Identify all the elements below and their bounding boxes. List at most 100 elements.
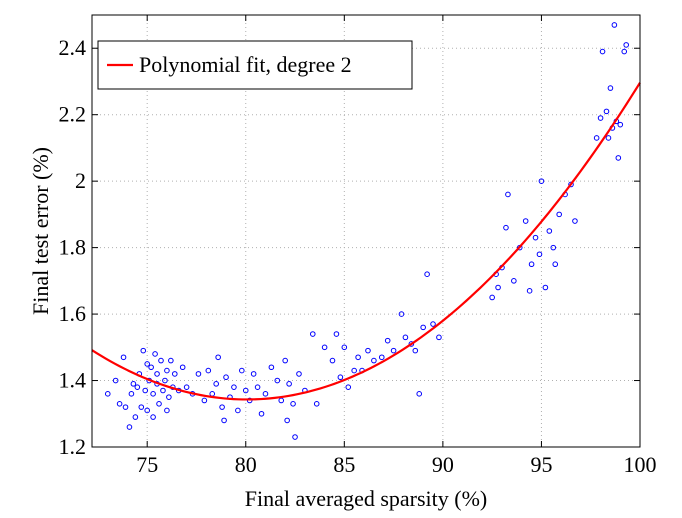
data-point [179, 364, 186, 371]
data-point [371, 357, 377, 364]
data-point [365, 347, 371, 354]
axis-layer: 75 80 85 90 95 100 1.2 1.4 1.6 1.8 2 2.2 2.4 [59, 14, 657, 477]
data-point [284, 417, 290, 424]
data-point [144, 407, 150, 414]
data-point [522, 218, 529, 224]
data-point [341, 344, 348, 351]
axes-frame [91, 14, 641, 448]
data-point [607, 85, 614, 91]
data-point [142, 387, 149, 394]
data-point [254, 384, 261, 390]
data-point [623, 42, 630, 48]
data-point [412, 347, 419, 354]
data-point [154, 371, 160, 377]
data-point [542, 284, 549, 291]
data-point [402, 334, 409, 341]
data-point [132, 414, 139, 420]
data-point [329, 357, 336, 364]
data-point [162, 377, 168, 384]
data-point [205, 367, 212, 374]
y-tick-label: 1.6 [59, 301, 87, 326]
data-point [333, 331, 340, 337]
data-point [282, 357, 288, 364]
data-point [138, 404, 145, 410]
data-point [164, 367, 170, 374]
data-point [552, 261, 559, 268]
data-point [274, 377, 281, 384]
data-point [195, 371, 202, 377]
data-point [430, 321, 436, 327]
data-point [572, 218, 578, 224]
data-point [183, 384, 190, 390]
fit-curve [91, 82, 641, 401]
data-point [621, 48, 628, 55]
data-point [538, 178, 545, 184]
data-point [505, 191, 511, 198]
data-point [611, 22, 618, 28]
fit-layer [91, 82, 641, 401]
data-point [262, 391, 269, 397]
data-point [104, 391, 111, 397]
data-point [503, 224, 509, 231]
data-point [290, 401, 296, 407]
data-point [424, 271, 430, 278]
data-point [278, 397, 285, 404]
data-point [416, 391, 423, 397]
data-point [309, 331, 316, 337]
data-point [156, 401, 162, 407]
data-point [239, 367, 245, 374]
data-point [219, 404, 225, 410]
data-point [158, 357, 164, 364]
y-tick-label: 2.2 [59, 102, 87, 127]
data-point [593, 135, 600, 141]
data-point [152, 351, 158, 357]
y-tick-label: 1.2 [59, 434, 87, 459]
data-point [258, 410, 265, 417]
data-point [550, 244, 557, 251]
data-point [242, 387, 249, 394]
data-point [355, 354, 361, 361]
y-tick-label: 2 [75, 168, 86, 193]
data-point [221, 417, 227, 424]
data-point [313, 401, 320, 407]
data-point [140, 347, 147, 354]
data-point [556, 211, 562, 218]
data-point [128, 391, 135, 397]
data-point [201, 397, 208, 404]
data-point [168, 357, 174, 364]
legend-layer: Polynomial fit, degree 2 [97, 40, 413, 90]
data-point [495, 284, 501, 291]
data-point [615, 155, 622, 161]
x-tick-label: 80 [235, 452, 257, 477]
data-point [171, 371, 178, 377]
data-point [603, 108, 610, 115]
data-point [436, 334, 442, 341]
data-point [148, 364, 154, 371]
data-point [532, 234, 539, 241]
data-point [164, 407, 170, 414]
data-point [390, 347, 397, 354]
data-point [526, 288, 533, 294]
x-tick-label: 75 [136, 452, 158, 477]
data-point [420, 324, 426, 331]
x-tick-label: 100 [624, 452, 657, 477]
data-point [511, 278, 517, 284]
y-axis-label: Final test error (%) [28, 147, 53, 315]
data-point [345, 384, 352, 390]
x-axis-label: Final averaged sparsity (%) [245, 486, 488, 511]
data-point [268, 364, 275, 371]
data-point [120, 354, 127, 361]
points-layer [104, 22, 630, 440]
data-point [599, 48, 606, 55]
data-point [112, 377, 119, 384]
data-point [134, 384, 141, 390]
data-point [231, 384, 237, 390]
data-point [321, 344, 328, 351]
data-point [528, 261, 535, 268]
data-point [116, 401, 123, 407]
data-point [378, 354, 385, 361]
data-point [568, 181, 574, 188]
data-point [160, 387, 166, 394]
